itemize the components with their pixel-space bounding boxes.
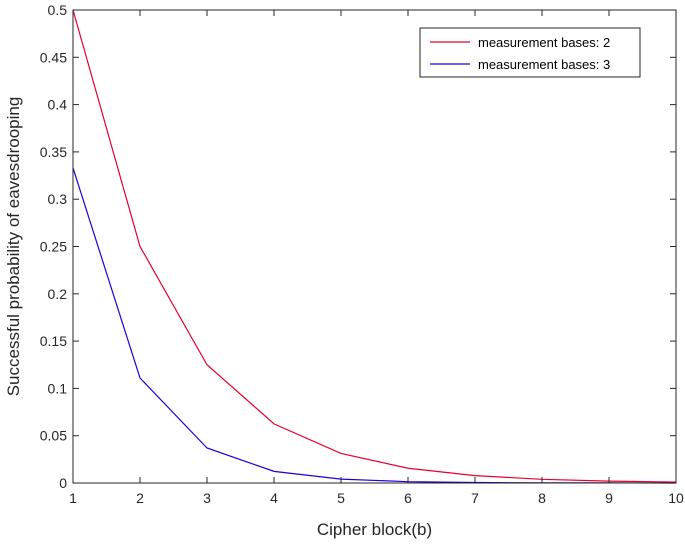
y-tick-label: 0.25: [40, 239, 67, 255]
legend: measurement bases: 2 measurement bases: …: [419, 27, 641, 78]
x-tick-label: 7: [471, 490, 479, 506]
y-tick-label: 0.15: [40, 333, 67, 349]
y-tick-label: 0.05: [40, 428, 67, 444]
y-tick-label: 0.35: [40, 144, 67, 160]
x-tick-label: 5: [337, 490, 345, 506]
y-tick-label: 0.2: [48, 286, 68, 302]
series-line-1: [72, 9, 677, 483]
y-tick-label: 0.4: [48, 97, 68, 113]
y-tick-label: 0.3: [48, 191, 68, 207]
axes-layer: 1 2 3 4 5 6 7 8 9 10 0 0.05 0.1 0.15 0.2 0.25 0.3 0.35 0.4…: [40, 2, 684, 506]
x-tick-label: 1: [69, 490, 77, 506]
legend-box: [419, 27, 641, 78]
x-tick-label: 3: [203, 490, 211, 506]
y-tick-label: 0: [59, 475, 67, 491]
y-tick-label: 0.5: [48, 2, 68, 18]
y-tick-label: 0.45: [40, 49, 67, 65]
x-tick-label: 6: [404, 490, 412, 506]
x-tick-label: 2: [136, 490, 144, 506]
x-tick-label: 9: [605, 490, 613, 506]
y-axis-title: Successful probability of eavesdrooping: [4, 97, 23, 397]
x-tick-label: 10: [668, 490, 684, 506]
legend-label-1: measurement bases: 2: [478, 35, 610, 50]
x-tick-label: 8: [538, 490, 546, 506]
plot-area: [73, 10, 676, 483]
y-tick-label: 0.1: [48, 380, 68, 396]
x-tick-label: 4: [270, 490, 278, 506]
legend-label-2: measurement bases: 3: [478, 57, 610, 72]
x-axis-title: Cipher block(b): [317, 520, 432, 539]
